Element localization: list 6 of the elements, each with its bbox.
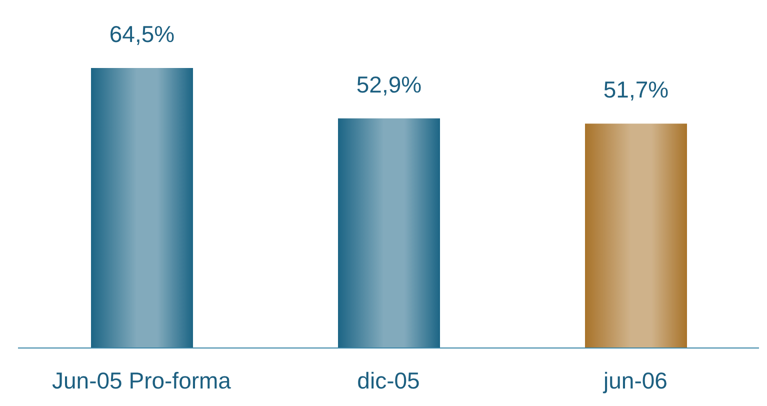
- data-label: 51,7%: [603, 76, 669, 103]
- data-label: 52,9%: [356, 71, 422, 98]
- data-label: 64,5%: [109, 21, 175, 47]
- x-tick-label: jun-06: [602, 367, 668, 394]
- x-tick-label: Jun-05 Pro-forma: [52, 367, 232, 394]
- x-tick-label: dic-05: [357, 367, 420, 394]
